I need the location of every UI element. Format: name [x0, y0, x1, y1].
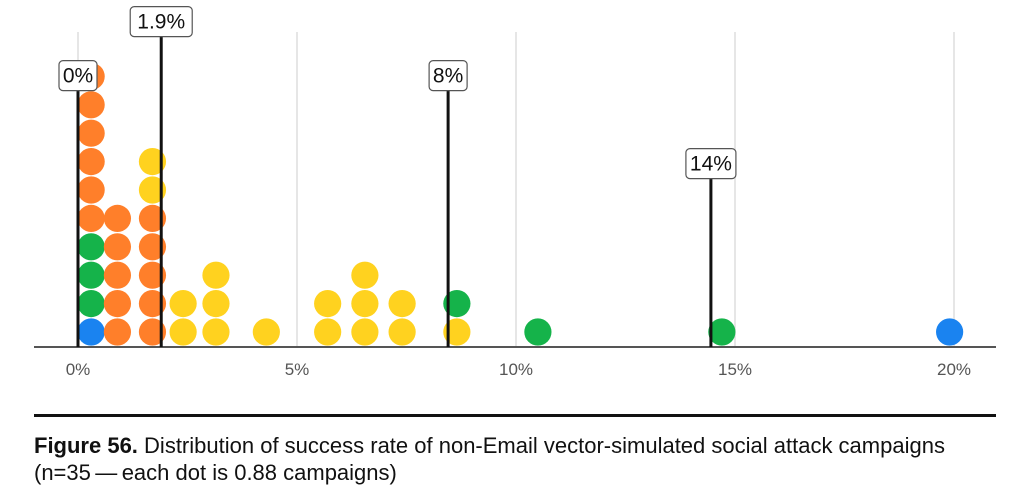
x-axis: 0% 5% 10% 15% 20% [34, 346, 996, 379]
figure-number: Figure 56. [34, 433, 138, 458]
dot [169, 318, 197, 346]
dot [202, 318, 230, 346]
dot [443, 290, 471, 318]
dot [77, 204, 105, 232]
dot [202, 290, 230, 318]
dot [77, 261, 105, 289]
x-tick-label: 0% [66, 360, 91, 379]
dot [138, 148, 167, 176]
dot [524, 318, 552, 346]
dot [138, 176, 167, 204]
dot [138, 233, 167, 261]
figure-caption: Figure 56. Distribution of success rate … [34, 432, 994, 486]
reference-label-box [58, 59, 98, 92]
caption-text: Distribution of success rate of non-Emai… [34, 433, 945, 485]
dot [936, 318, 964, 346]
dots [77, 62, 964, 346]
caption-divider [34, 414, 996, 417]
dot [77, 318, 105, 346]
reference-lines: 0% 1.9% 8% 14% [58, 6, 737, 347]
dot [351, 290, 379, 318]
dot [77, 91, 105, 119]
dot [351, 318, 379, 346]
dot [388, 318, 416, 346]
dot [138, 290, 167, 318]
dot [77, 148, 105, 176]
x-tick-label: 5% [285, 360, 310, 379]
dot [202, 261, 230, 289]
dot [443, 318, 471, 346]
dot [169, 290, 197, 318]
dot [77, 176, 105, 204]
dot [103, 204, 132, 232]
dot [314, 318, 342, 346]
reference-label-box [129, 6, 193, 38]
reference-label: 14% [690, 153, 732, 176]
dot [77, 233, 105, 261]
dot [138, 261, 167, 289]
dot [103, 290, 132, 318]
dot [103, 233, 132, 261]
dot [351, 261, 379, 289]
x-tick-label: 10% [499, 360, 533, 379]
dot [708, 318, 736, 346]
dot [138, 318, 167, 346]
reference-label: 1.9% [137, 11, 185, 34]
reference-label-box [428, 59, 468, 92]
reference-label: 0% [63, 65, 93, 88]
reference-label-box [685, 148, 737, 180]
dot [314, 290, 342, 318]
dot [103, 261, 132, 289]
dot-plot-chart: 0% 5% 10% 15% 20% 0% 1.9% 8% 14% [34, 6, 996, 379]
dot [252, 318, 280, 346]
x-tick-label: 15% [718, 360, 752, 379]
reference-label: 8% [433, 65, 463, 88]
dot [77, 119, 105, 147]
dot [388, 290, 416, 318]
dot [138, 204, 167, 232]
dot [103, 318, 132, 346]
x-tick-label: 20% [937, 360, 971, 379]
dot [77, 290, 105, 318]
